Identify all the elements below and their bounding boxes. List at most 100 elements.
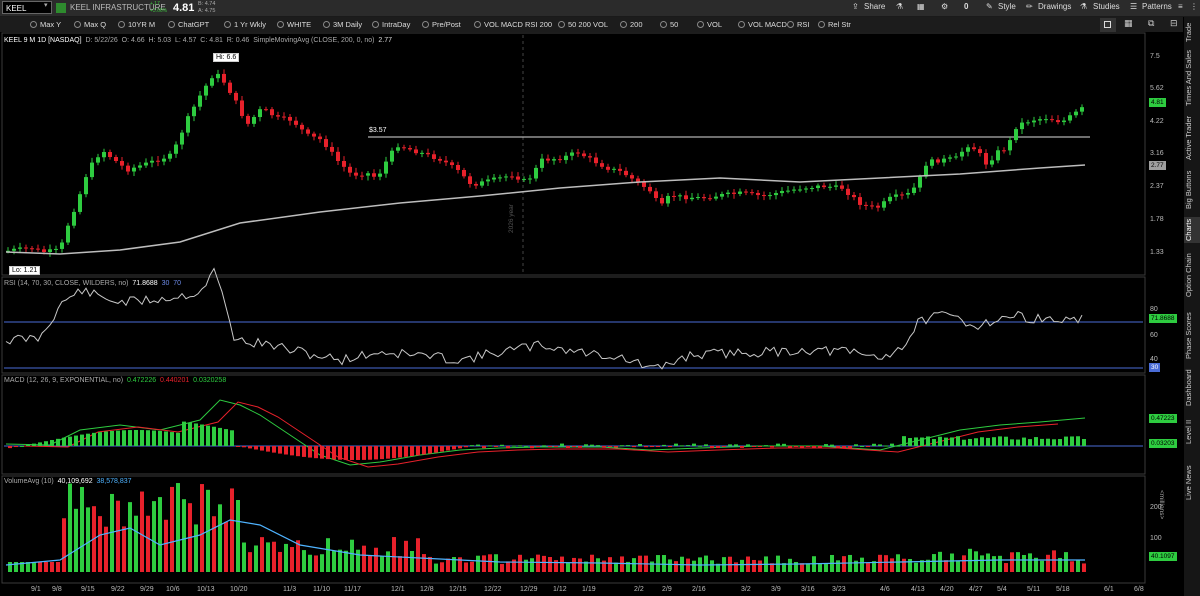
x-axis-tick: 9/8 — [52, 586, 62, 593]
volume-bar-down — [602, 560, 606, 572]
macd-hist-up — [1022, 437, 1026, 446]
quick-button-rel-str[interactable]: Rel Str — [818, 18, 851, 31]
share-icon[interactable]: ⇪ — [852, 2, 859, 11]
quick-button-max-q[interactable]: Max Q — [74, 18, 106, 31]
volume-bar-up — [1022, 554, 1026, 572]
last-price: 4.81 — [173, 2, 195, 14]
more-icon[interactable]: ⋮ — [1190, 2, 1198, 11]
candle-up — [816, 185, 820, 189]
panel-frame — [1, 475, 1146, 584]
macd-hist-up — [1004, 436, 1008, 446]
quick-button-pre-post[interactable]: Pre/Post — [422, 18, 461, 31]
chevron-down-icon[interactable]: ▾ — [44, 2, 48, 9]
sidebar-tab-level-ii[interactable]: Level II — [1184, 419, 1193, 445]
volume-bar-up — [380, 556, 384, 572]
macd-hist-down — [416, 446, 420, 456]
macd-hist-up — [926, 436, 930, 446]
sidebar-tab-phase-scores[interactable]: Phase Scores — [1184, 312, 1193, 360]
sidebar-tab-charts[interactable]: Charts — [1184, 217, 1200, 243]
candle-down — [936, 159, 940, 163]
volume-bar-up — [68, 483, 72, 572]
drawings-icon[interactable]: ✏ — [1026, 2, 1033, 11]
grid-layout-icon[interactable]: ▦ — [1124, 18, 1133, 28]
symbol-input[interactable]: KEEL — [2, 1, 52, 14]
style-button[interactable]: Style — [998, 2, 1016, 11]
volume-bar-up — [806, 563, 810, 572]
volume-bar-up — [716, 563, 720, 572]
quick-button-vol-macd-rsi-200[interactable]: VOL MACD RSI 200 — [474, 18, 552, 31]
quick-button-max-y[interactable]: Max Y — [30, 18, 61, 31]
volume-bar-up — [704, 555, 708, 572]
volume-bar-up — [128, 502, 132, 572]
candle-down — [414, 149, 418, 154]
share-button[interactable]: Share — [864, 2, 886, 11]
volume-bar-up — [926, 559, 930, 572]
candle-down — [708, 198, 712, 200]
sidebar-tab-times-and-sales[interactable]: Times And Sales — [1184, 50, 1193, 106]
macd-hist-down — [716, 446, 720, 449]
quick-button-3m-daily[interactable]: 3M Daily — [323, 18, 362, 31]
grid-icon[interactable]: ▦ — [917, 2, 925, 11]
quick-button-vol-macd[interactable]: VOL MACD — [738, 18, 787, 31]
style-icon[interactable]: ✎ — [986, 2, 993, 11]
window-menu-icon[interactable]: ⊟ — [1170, 18, 1178, 28]
candle-up — [216, 73, 220, 79]
volume-bar-down — [122, 526, 126, 572]
volume-bar-up — [626, 561, 630, 572]
patterns-button[interactable]: Patterns — [1142, 2, 1172, 11]
price-tick: 7.5 — [1150, 53, 1160, 60]
volume-bar-down — [770, 563, 774, 572]
candle-down — [660, 198, 664, 204]
candle-down — [450, 162, 454, 166]
gear-icon[interactable]: ⚙ — [941, 2, 949, 11]
macd-hist-down — [386, 446, 390, 459]
macd-hist-up — [128, 430, 132, 446]
link-icon[interactable] — [56, 3, 66, 13]
drawings-button[interactable]: Drawings — [1038, 2, 1072, 11]
macd-hist-up — [98, 432, 102, 446]
candle-down — [342, 160, 346, 167]
quick-button-1-yr-wkly[interactable]: 1 Yr Wkly — [224, 18, 266, 31]
quick-button-50-200-vol[interactable]: 50 200 VOL — [558, 18, 608, 31]
macd-hist-down — [398, 446, 402, 458]
gear-icon — [224, 21, 231, 28]
sidebar-tab-trade[interactable]: Trade — [1184, 22, 1193, 42]
macd-hist-down — [800, 446, 804, 448]
volume-bar-down — [752, 559, 756, 572]
volume-bar-down — [404, 540, 408, 572]
sidebar-tab-live-news[interactable]: Live News — [1184, 465, 1193, 501]
quick-button-vol[interactable]: VOL — [697, 18, 722, 31]
quick-button-rsi[interactable]: RSI — [787, 18, 810, 31]
macd-hist-up — [50, 440, 54, 446]
candle-up — [486, 179, 490, 182]
sidebar-tab-dashboard[interactable]: Dashboard — [1184, 369, 1193, 407]
quick-button-200[interactable]: 200 — [620, 18, 643, 31]
candle-up — [780, 191, 784, 194]
candle-up — [252, 117, 256, 124]
candle-down — [462, 170, 466, 177]
candle-down — [246, 115, 250, 124]
volume-bar-up — [956, 560, 960, 572]
flask-icon[interactable]: ⚗ — [896, 2, 904, 11]
patterns-icon[interactable]: ☰ — [1130, 2, 1138, 11]
quick-button-10yr-m[interactable]: 10YR M — [118, 18, 155, 31]
sidebar-tab-active-trader[interactable]: Active Trader — [1184, 115, 1193, 161]
square-icon — [1104, 21, 1111, 28]
sidebar-tab-big-buttons[interactable]: Big Buttons — [1184, 170, 1193, 210]
sidebar-tab-option-chain[interactable]: Option Chain — [1184, 253, 1193, 297]
candle-down — [42, 249, 46, 253]
quick-button-white[interactable]: WHITE — [277, 18, 311, 31]
candle-down — [900, 194, 904, 196]
volume-bar-down — [230, 488, 234, 572]
layout-menu-icon[interactable]: ⧉ — [1148, 18, 1155, 28]
volume-bar-down — [758, 560, 762, 572]
studies-icon[interactable]: ⚗ — [1080, 2, 1088, 11]
menu-icon[interactable]: ≡ — [1178, 2, 1183, 11]
candle-up — [810, 188, 814, 190]
studies-button[interactable]: Studies — [1093, 2, 1120, 11]
quick-button-50[interactable]: 50 — [660, 18, 678, 31]
quick-button-intraday[interactable]: IntraDay — [372, 18, 410, 31]
high-label: Hi: 6.6 — [213, 53, 240, 62]
quick-button-chatgpt[interactable]: ChatGPT — [168, 18, 209, 31]
